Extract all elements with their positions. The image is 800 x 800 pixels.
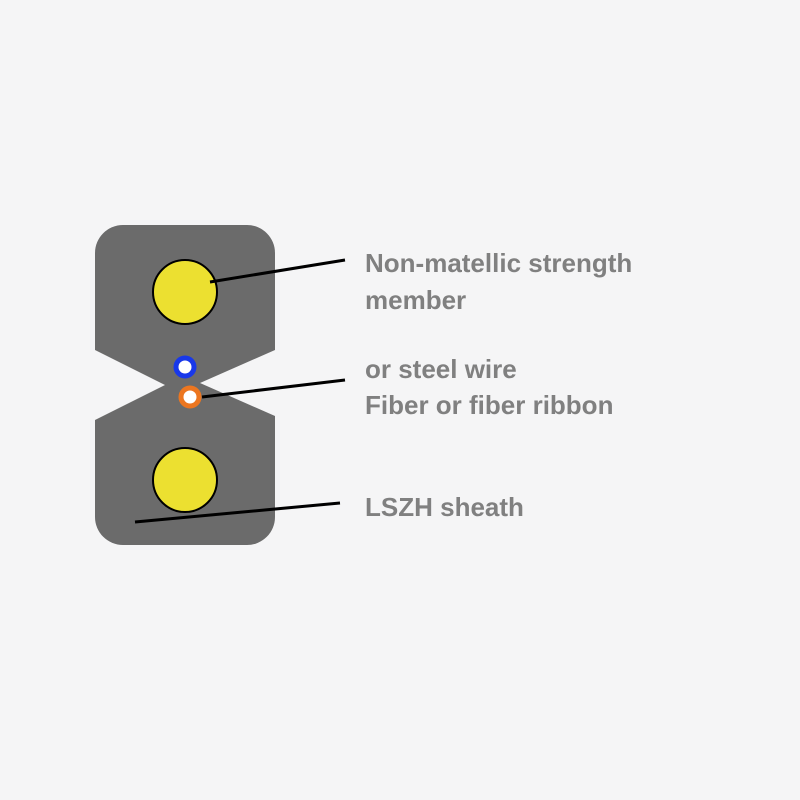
label-fiber: Fiber or fiber ribbon (365, 390, 613, 421)
label-strength-2: member (365, 285, 466, 316)
fiber-bottom (181, 388, 199, 406)
label-strength-3: or steel wire (365, 354, 517, 385)
diagram-canvas: Non-matellic strength member or steel wi… (0, 0, 800, 800)
label-strength-1: Non-matellic strength (365, 248, 632, 279)
label-sheath: LSZH sheath (365, 492, 524, 523)
strength-member-bottom (153, 448, 217, 512)
strength-member-top (153, 260, 217, 324)
fiber-top (176, 358, 194, 376)
